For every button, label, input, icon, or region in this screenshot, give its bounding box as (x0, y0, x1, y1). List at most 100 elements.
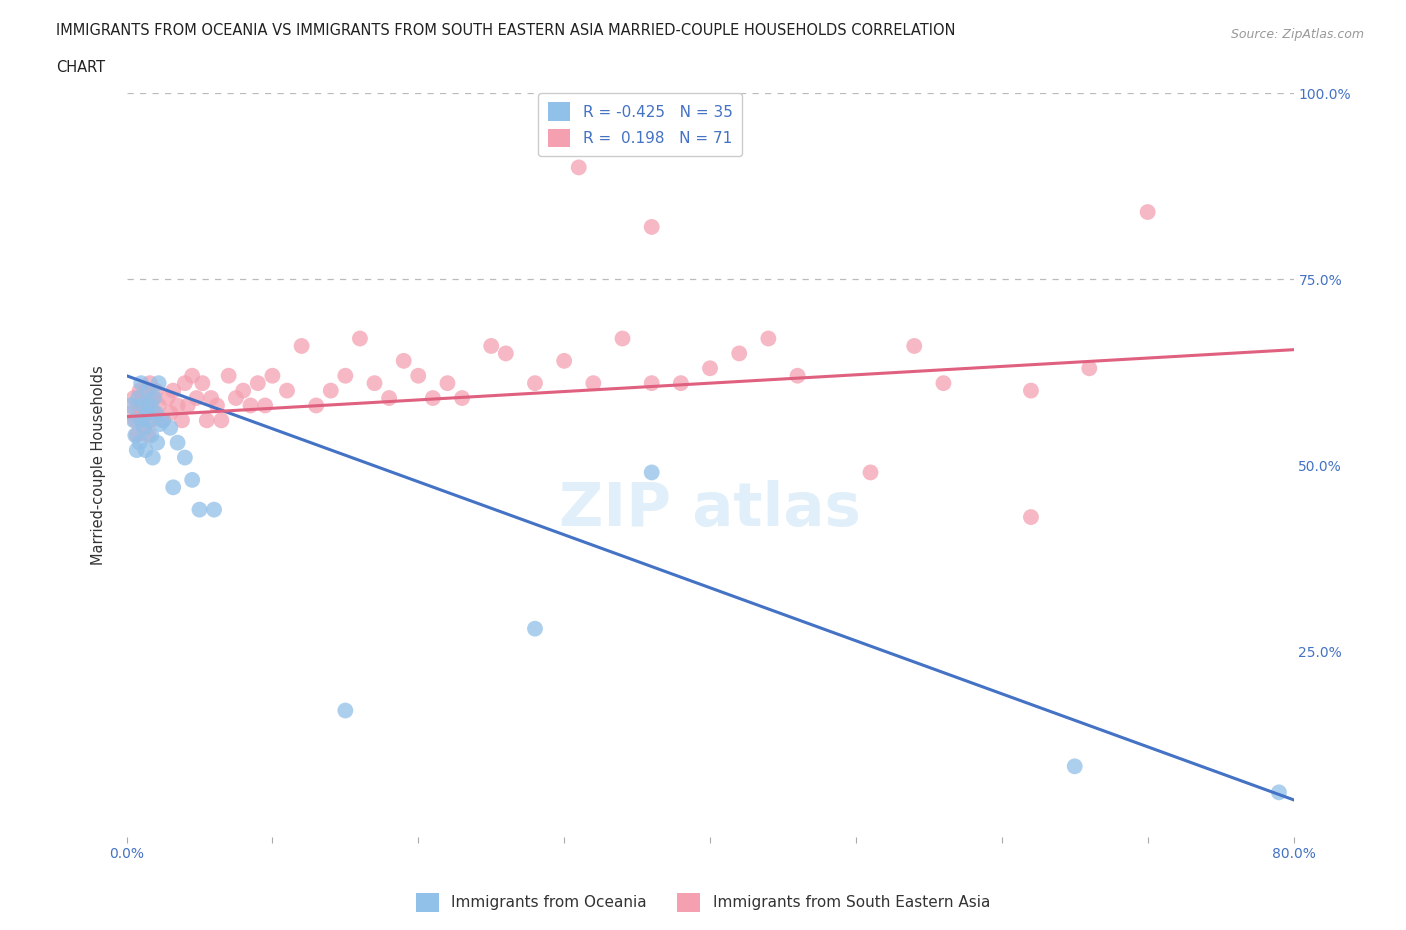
Point (1019, 510, 1042, 525)
Point (128, 383, 150, 398)
Point (149, 417, 172, 432)
Point (232, 383, 254, 398)
Point (145, 383, 167, 398)
Point (145, 405, 167, 420)
Point (120, 405, 142, 420)
Point (349, 331, 371, 346)
Point (139, 376, 162, 391)
Point (756, 331, 779, 346)
Point (177, 398, 200, 413)
Point (195, 413, 218, 428)
Point (1268, 785, 1291, 800)
Point (166, 435, 188, 450)
Point (859, 465, 882, 480)
Point (239, 398, 262, 413)
Point (786, 368, 808, 383)
Point (139, 398, 162, 413)
Y-axis label: Married-couple Households: Married-couple Households (91, 365, 105, 565)
Point (640, 219, 664, 234)
Point (146, 435, 169, 450)
Point (699, 361, 721, 376)
Point (125, 443, 148, 458)
Point (152, 413, 174, 428)
Point (142, 450, 165, 465)
Point (205, 398, 228, 413)
Point (262, 368, 284, 383)
Point (181, 472, 204, 487)
Point (136, 405, 159, 420)
Point (1063, 759, 1085, 774)
Point (134, 443, 156, 458)
Point (408, 368, 430, 383)
Legend: R = -0.425   N = 35, R =  0.198   N = 71: R = -0.425 N = 35, R = 0.198 N = 71 (538, 93, 742, 156)
Point (202, 502, 225, 517)
Point (1136, 205, 1159, 219)
Point (479, 339, 502, 353)
Point (131, 398, 153, 413)
Point (392, 353, 415, 368)
Point (378, 391, 401, 405)
Text: ZIP atlas: ZIP atlas (560, 480, 860, 539)
Point (582, 376, 605, 391)
Point (191, 376, 214, 391)
Point (174, 450, 197, 465)
Point (422, 391, 444, 405)
Point (124, 428, 146, 443)
Point (128, 435, 150, 450)
Point (120, 398, 142, 413)
Point (138, 413, 160, 428)
Point (132, 420, 155, 435)
Point (451, 391, 474, 405)
Point (319, 383, 342, 398)
Point (436, 376, 458, 391)
Point (143, 405, 166, 420)
Point (122, 391, 145, 405)
Point (188, 502, 211, 517)
Point (640, 465, 664, 480)
Point (136, 398, 159, 413)
Point (553, 353, 575, 368)
Point (143, 391, 166, 405)
Point (132, 420, 155, 435)
Point (122, 413, 145, 428)
Point (209, 413, 232, 428)
Point (728, 346, 751, 361)
Point (127, 391, 149, 405)
Point (495, 346, 517, 361)
Point (124, 413, 146, 428)
Point (142, 391, 165, 405)
Point (669, 376, 692, 391)
Point (174, 376, 197, 391)
Point (335, 703, 357, 718)
Point (524, 621, 547, 636)
Text: CHART: CHART (56, 60, 105, 75)
Point (159, 405, 181, 420)
Point (1019, 383, 1042, 398)
Point (363, 376, 385, 391)
Point (181, 368, 204, 383)
Point (141, 428, 163, 443)
Point (166, 398, 188, 413)
Point (335, 368, 357, 383)
Point (148, 376, 170, 391)
Point (903, 339, 925, 353)
Point (254, 398, 277, 413)
Text: Source: ZipAtlas.com: Source: ZipAtlas.com (1230, 28, 1364, 41)
Point (152, 413, 174, 428)
Point (276, 383, 298, 398)
Point (246, 376, 269, 391)
Point (568, 160, 591, 175)
Point (159, 420, 181, 435)
Point (218, 368, 240, 383)
Point (524, 376, 547, 391)
Point (129, 413, 152, 428)
Point (129, 376, 152, 391)
Point (225, 391, 247, 405)
Point (932, 376, 955, 391)
Point (200, 391, 222, 405)
Point (141, 413, 163, 428)
Point (129, 413, 152, 428)
Legend: Immigrants from Oceania, Immigrants from South Eastern Asia: Immigrants from Oceania, Immigrants from… (411, 887, 995, 918)
Point (290, 339, 312, 353)
Point (127, 398, 149, 413)
